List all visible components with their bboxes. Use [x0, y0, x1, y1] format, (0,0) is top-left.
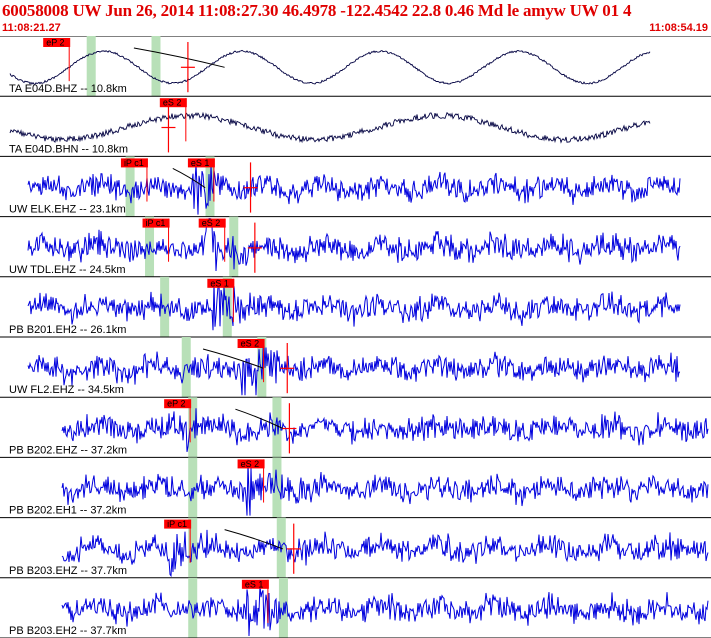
theoretical-arrival-band	[125, 156, 135, 217]
phase-pick-box[interactable]	[142, 218, 170, 228]
end-time-label: 11:08:54.19	[649, 22, 708, 34]
channel-label: PB B202.EH1 -- 37.2km	[9, 505, 126, 517]
phase-pick-label[interactable]: eS 1	[210, 278, 229, 288]
phase-pick-label[interactable]: iP c1	[146, 218, 166, 228]
theoretical-arrival-band	[222, 276, 232, 337]
phase-pick-box[interactable]	[237, 459, 265, 469]
theoretical-arrival-band	[272, 397, 282, 458]
theoretical-arrival-band	[257, 337, 267, 398]
theoretical-arrival-band	[151, 36, 161, 97]
start-time-label: 11:08:21.27	[2, 22, 61, 34]
channel-label: PB B203.EH2 -- 37.7km	[9, 625, 126, 637]
event-title: 60058008 UW Jun 26, 2014 11:08:27.30 46.…	[2, 1, 632, 20]
channel-label: UW TDL.EHZ -- 24.5km	[9, 264, 126, 276]
theoretical-arrival-band	[188, 577, 198, 638]
phase-pick-label[interactable]: eS 2	[163, 98, 182, 108]
channel-label: UW FL2.EHZ -- 34.5km	[9, 384, 124, 396]
theoretical-arrival-band	[160, 276, 170, 337]
channel-label: PB B201.EH2 -- 26.1km	[9, 324, 126, 336]
channel-label: TA E04D.BHZ -- 10.8km	[9, 83, 127, 95]
waveform-trace	[61, 529, 709, 578]
phase-pick-label[interactable]: eS 2	[241, 459, 260, 469]
phase-pick-label[interactable]: eS 1	[191, 158, 210, 168]
phase-pick-box[interactable]	[241, 579, 269, 589]
waveform-trace	[61, 584, 709, 637]
waveform-trace	[9, 49, 651, 85]
phase-pick-label[interactable]: eS 2	[241, 339, 260, 349]
phase-pick-box[interactable]	[237, 339, 265, 348]
channel-label: TA E04D.BHN -- 10.8km	[9, 143, 128, 155]
channel-label: PB B203.EHZ -- 37.7km	[9, 565, 127, 577]
seismogram-panel[interactable]: eP 2 TA E04D.BHZ -- 10.8km eS 2 TA E04D.BHN…	[0, 36, 711, 638]
phase-pick-label[interactable]: eS 2	[202, 218, 221, 228]
event-header: 60058008 UW Jun 26, 2014 11:08:27.30 46.…	[0, 0, 711, 36]
phase-pick-label[interactable]: eP 2	[167, 399, 185, 409]
phase-pick-box[interactable]	[187, 158, 215, 168]
phase-pick-box[interactable]	[43, 38, 71, 47]
waveform-trace	[27, 163, 681, 215]
phase-pick-label[interactable]: iP c1	[124, 158, 144, 168]
waveform-trace	[61, 462, 709, 516]
theoretical-arrival-band	[181, 337, 191, 398]
waveform-trace	[9, 111, 651, 144]
phase-pick-box[interactable]	[198, 218, 226, 228]
travel-time-curve	[202, 348, 264, 369]
phase-pick-label[interactable]: eP 2	[46, 38, 64, 48]
phase-pick-box[interactable]	[207, 278, 235, 288]
channel-label: PB B202.EHZ -- 37.2km	[9, 444, 127, 456]
theoretical-arrival-band	[272, 457, 282, 518]
phase-pick-label[interactable]: iP c1	[167, 519, 187, 529]
phase-pick-label[interactable]: eS 1	[245, 579, 264, 589]
channel-label: UW ELK.EHZ -- 23.1km	[9, 204, 126, 216]
waveform-trace	[27, 344, 681, 396]
theoretical-arrival-band	[188, 457, 198, 518]
waveform-trace	[27, 282, 681, 331]
travel-time-curve	[235, 408, 284, 429]
travel-time-curve	[172, 167, 206, 189]
phase-pick-box[interactable]	[159, 98, 187, 108]
travel-time-curve	[224, 529, 284, 550]
phase-pick-box[interactable]	[120, 158, 148, 168]
theoretical-arrival-band	[188, 517, 198, 578]
travel-time-curve	[133, 47, 225, 68]
phase-pick-box[interactable]	[164, 399, 192, 409]
waveform-trace	[61, 408, 709, 452]
theoretical-arrival-band	[86, 36, 96, 97]
phase-pick-box[interactable]	[164, 519, 192, 529]
waveform-trace	[27, 218, 681, 272]
